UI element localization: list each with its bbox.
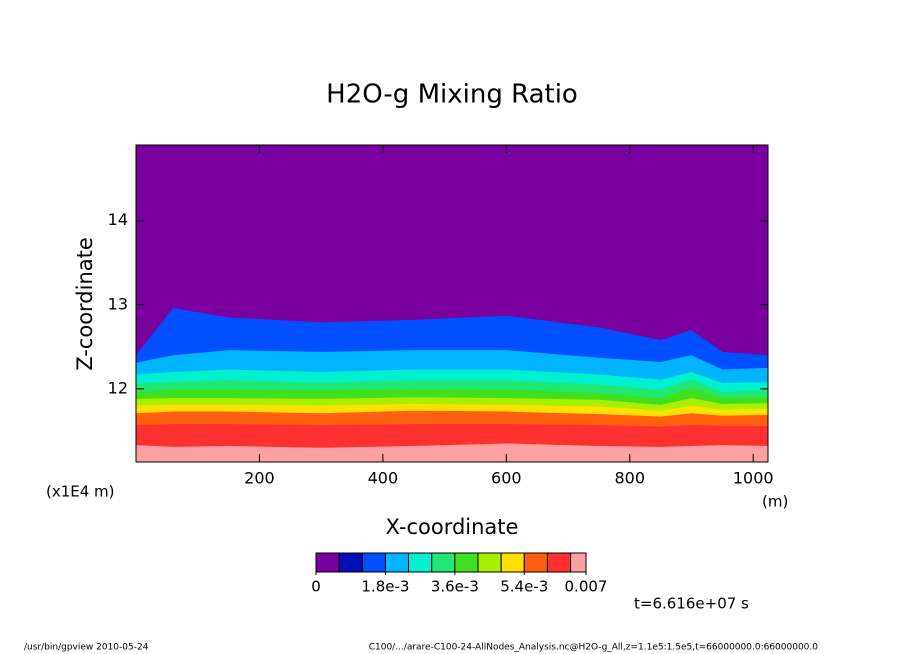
footer-left: /usr/bin/gpview 2010-05-24 — [24, 643, 149, 653]
x-unit: (m) — [762, 493, 788, 511]
colorbar-box — [408, 552, 433, 573]
x-tick-label: 200 — [244, 469, 275, 488]
colorbar-box — [454, 552, 479, 573]
y-axis-label: Z-coordinate — [73, 237, 97, 371]
colorbar-tick-label: 1.8e-3 — [361, 578, 409, 596]
colorbar-box — [546, 552, 572, 573]
chart-title: H2O-g Mixing Ratio — [326, 80, 578, 110]
y-tick-label: 13 — [108, 294, 128, 313]
colorbar-box — [523, 552, 548, 573]
colorbar-box — [500, 552, 525, 573]
colorbar-box — [384, 552, 410, 573]
colorbar-tick-label: 5.4e-3 — [500, 578, 548, 596]
x-tick-label: 600 — [491, 469, 522, 488]
colorbar-box — [570, 552, 587, 573]
colorbar-box — [431, 552, 456, 573]
y-tick-label: 14 — [108, 210, 128, 229]
colorbar-tick-label: 3.6e-3 — [431, 578, 479, 596]
colorbar-box — [315, 552, 340, 573]
contour-band — [136, 443, 768, 462]
x-tick-label: 400 — [368, 469, 399, 488]
x-tick-label: 800 — [614, 469, 645, 488]
x-axis-label: X-coordinate — [386, 515, 519, 539]
time-label: t=6.616e+07 s — [634, 595, 749, 613]
y-tick-label: 12 — [108, 378, 128, 397]
colorbar-box — [338, 552, 363, 573]
colorbar-box — [477, 552, 502, 573]
footer-right: C100/.../arare-C100-24-AllNodes_Analysis… — [369, 643, 819, 653]
plot-frame — [135, 144, 769, 463]
x-tick-label: 1000 — [733, 469, 774, 488]
colorbar-box — [361, 552, 386, 573]
colorbar-tick-label: 0 — [311, 578, 321, 596]
y-unit: (x1E4 m) — [46, 483, 115, 501]
colorbar-tick-label: 0.007 — [565, 578, 608, 596]
